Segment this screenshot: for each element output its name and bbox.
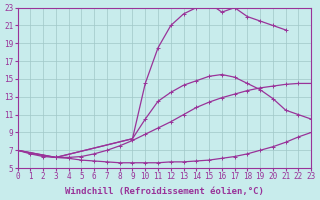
X-axis label: Windchill (Refroidissement éolien,°C): Windchill (Refroidissement éolien,°C) [65,187,264,196]
